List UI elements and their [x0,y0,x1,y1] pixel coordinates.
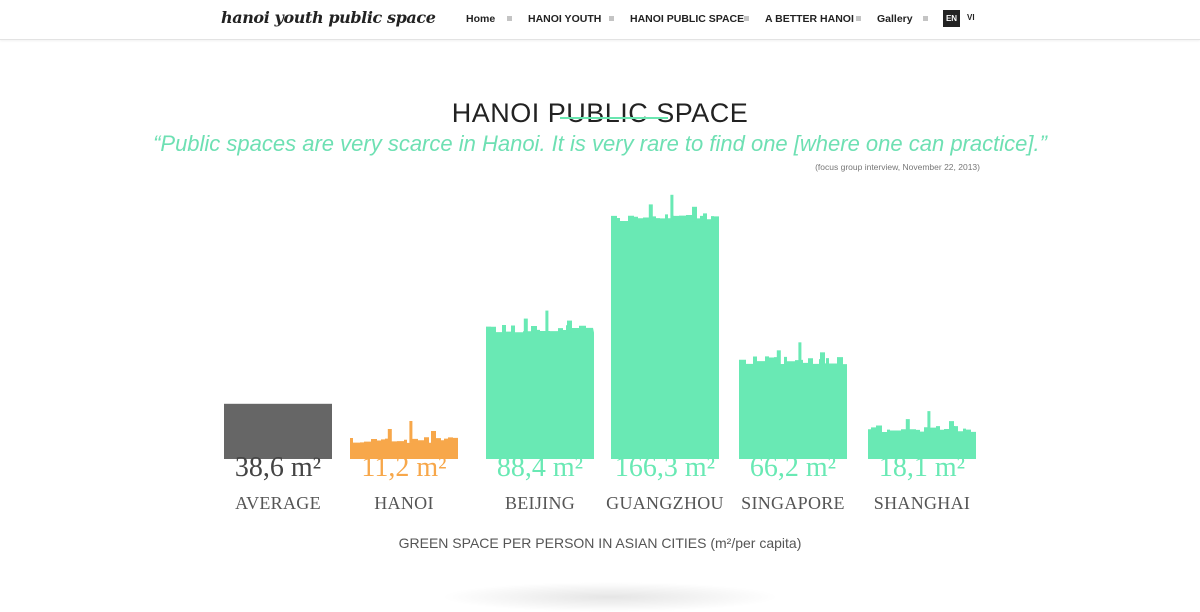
site-logo[interactable]: hanoi youth public space [221,8,436,27]
bar-beijing-tower [523,318,528,333]
bar-hanoi-tower [409,420,413,443]
value-label-shanghai: 18,1 m² [878,452,966,483]
nav-separator [923,16,928,21]
nav-item-home[interactable]: Home [466,13,496,25]
value-label-average: 38,6 m² [234,452,322,483]
bar-hanoi-tower [387,428,392,443]
bar-singapore [739,356,847,459]
page-title: HANOI PUBLIC SPACE [451,98,749,129]
language-vi-button[interactable]: VI [967,13,975,22]
chart-caption: GREEN SPACE PER PERSON IN ASIAN CITIES (… [398,535,802,551]
language-en-button[interactable]: EN [943,10,960,27]
bar-singapore-tower [820,352,825,365]
quote-text: “Public spaces are very scarce in Hanoi.… [153,131,1047,156]
bar-beijing [486,324,594,459]
bar-guangzhou-tower [692,206,697,222]
nav-item-hanoi-youth[interactable]: HANOI YOUTH [528,13,602,25]
category-label-average: AVERAGE [235,493,321,513]
value-label-guangzhou: 166,3 m² [614,452,716,483]
category-label-singapore: SINGAPORE [741,493,845,513]
nav-separator [744,16,749,21]
bar-beijing-tower [545,310,549,333]
nav-separator [507,16,512,21]
bar-singapore-tower [776,350,781,365]
category-label-guangzhou: GUANGZHOU [606,493,724,513]
title-underline [560,117,668,119]
value-label-singapore: 66,2 m² [749,452,837,483]
nav-item-a-better-hanoi[interactable]: A BETTER HANOI [765,13,854,25]
bar-singapore-tower [798,342,802,365]
nav-separator [856,16,861,21]
quote-source: (focus group interview, November 22, 201… [815,162,980,172]
section-shadow [440,582,780,612]
bar-shanghai [868,425,976,459]
bar-average [224,403,332,459]
bar-shanghai-tower [927,411,931,434]
nav-item-gallery[interactable]: Gallery [877,13,913,25]
bar-shanghai-tower [949,421,954,434]
nav-item-hanoi-public-space[interactable]: HANOI PUBLIC SPACE [630,13,745,25]
bar-guangzhou-tower [670,194,674,222]
top-navigation-bar: hanoi youth public space Home HANOI YOUT… [0,0,1200,40]
bar-hanoi-tower [431,430,436,443]
category-label-beijing: BEIJING [504,493,576,513]
bar-beijing-tower [567,320,572,333]
bar-hanoi [350,437,458,459]
bar-guangzhou [611,213,719,459]
category-label-hanoi: HANOI [374,493,434,513]
value-label-beijing: 88,4 m² [496,452,584,483]
value-label-hanoi: 11,2 m² [361,452,447,483]
category-label-shanghai: SHANGHAI [873,493,971,513]
bar-guangzhou-tower [648,204,653,222]
main-nav: Home HANOI YOUTH HANOI PUBLIC SPACE A BE… [0,13,1200,27]
bar-shanghai-tower [905,419,910,434]
nav-separator [609,16,614,21]
green-space-chart [224,194,976,459]
